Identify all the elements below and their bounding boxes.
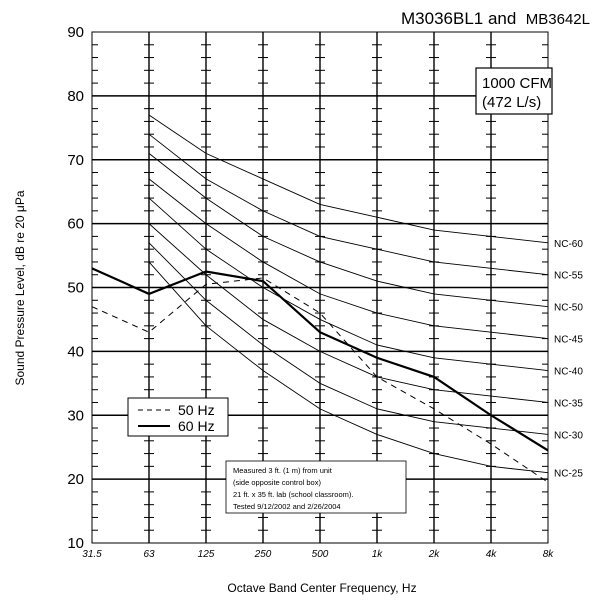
- test-notes: Measured 3 ft. (1 m) from unit (side opp…: [225, 460, 407, 514]
- nc-label-bg: [551, 300, 585, 313]
- legend-box: [127, 397, 229, 437]
- y-axis-label: Sound Pressure Level, dB re 20 μPa: [13, 190, 27, 385]
- chart-title: M3036BL1 and MB3642L: [401, 9, 590, 28]
- nc-label-bg: [551, 466, 585, 479]
- nc-curve-nc-50: [148, 153, 549, 308]
- series-line-60hz: [91, 267, 549, 452]
- x-axis-label: Octave Band Center Frequency, Hz: [227, 581, 416, 595]
- nc-labels: NC-60 NC-55 NC-50 NC-45 NC-40 NC-35 NC-30 NC-25: [551, 236, 585, 480]
- nc-label-bg: [551, 332, 585, 345]
- x-tick-label-1k: 1k: [372, 549, 384, 560]
- y-tick-label-10: 10: [67, 535, 84, 552]
- note-line-2: (side opposite control box): [233, 478, 321, 487]
- nc-curve-nc-35: [148, 223, 549, 403]
- nc-curve-nc-25: [148, 261, 549, 474]
- airflow-box: 1000 CFM (472 L/s): [475, 67, 553, 115]
- nc-curve-nc-45: [148, 178, 549, 340]
- y-tick-label-60: 60: [67, 216, 84, 233]
- note-box: [225, 460, 407, 514]
- nc-label-bg: [551, 396, 585, 409]
- legend: 50 Hz 60 Hz: [127, 397, 229, 437]
- note-line-4: Tested 9/12/2002 and 2/26/2004: [233, 502, 341, 511]
- x-tick-label-500: 500: [312, 549, 329, 560]
- y-tick-label-70: 70: [67, 152, 84, 169]
- airflow-lps: (472 L/s): [482, 94, 541, 111]
- y-tick-label-20: 20: [67, 471, 84, 488]
- nc-curves: [148, 114, 549, 474]
- nc-label-bg: [551, 268, 585, 281]
- nc-label-nc-55: NC-55: [554, 271, 583, 282]
- airflow-cfm: 1000 CFM: [482, 75, 552, 92]
- airflow-box-border: [475, 67, 553, 115]
- chart-title-main: M3036BL1 and: [401, 9, 516, 28]
- legend-label-60hz: 60 Hz: [178, 418, 215, 434]
- x-tick-label-8k: 8k: [543, 549, 555, 560]
- nc-label-bg: [551, 236, 585, 249]
- legend-label-50hz: 50 Hz: [178, 402, 215, 418]
- nc-label-nc-60: NC-60: [554, 239, 583, 250]
- nc-label-bg: [551, 428, 585, 441]
- x-tick-label-31.5: 31.5: [82, 549, 102, 560]
- x-tick-label-125: 125: [198, 549, 215, 560]
- y-tick-label-90: 90: [67, 24, 84, 41]
- x-tick-label-63: 63: [143, 549, 155, 560]
- nc-label-nc-30: NC-30: [554, 430, 583, 441]
- x-tick-label-4k: 4k: [486, 549, 498, 560]
- nc-curve-nc-40: [148, 197, 549, 371]
- x-tick-label-2k: 2k: [428, 549, 441, 560]
- nc-curve-nc-60: [148, 114, 549, 244]
- y-tick-labels: 10 20 30 40 50 60 70 80 90: [67, 24, 84, 552]
- nc-label-nc-50: NC-50: [554, 303, 583, 314]
- nc-label-nc-40: NC-40: [554, 367, 583, 378]
- y-tick-label-80: 80: [67, 88, 84, 105]
- note-line-1: Measured 3 ft. (1 m) from unit: [233, 466, 333, 475]
- note-line-3: 21 ft. x 35 ft. lab (school classroom).: [233, 490, 353, 499]
- nc-label-nc-25: NC-25: [554, 469, 583, 480]
- nc-label-nc-35: NC-35: [554, 398, 583, 409]
- data-series: [91, 267, 549, 483]
- nc-curve-nc-55: [148, 133, 549, 276]
- nc-label-bg: [551, 364, 585, 377]
- y-tick-label-50: 50: [67, 280, 84, 297]
- nc-curve-nc-30: [148, 242, 549, 435]
- series-line-50hz: [91, 277, 549, 483]
- nc-label-nc-45: NC-45: [554, 335, 583, 346]
- y-tick-label-30: 30: [67, 407, 84, 424]
- x-tick-labels: 31.5 63 125 250 500 1k 2k 4k 8k: [82, 549, 554, 560]
- chart-title-sub: MB3642L: [526, 11, 590, 28]
- y-tick-label-40: 40: [67, 343, 84, 360]
- x-tick-label-250: 250: [254, 549, 272, 560]
